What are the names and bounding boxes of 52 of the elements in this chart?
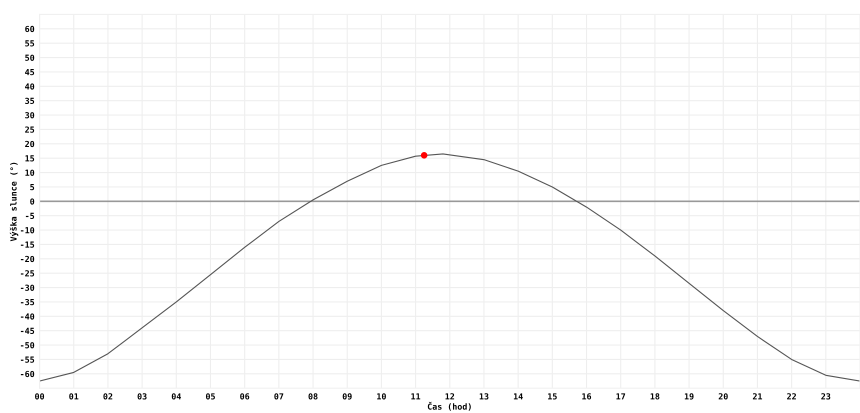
y-tick-label: 60 [25, 26, 34, 32]
y-tick-label: 40 [25, 83, 34, 90]
x-tick-label: 04 [172, 393, 181, 400]
x-tick-label: 11 [411, 393, 420, 400]
x-tick-label: 08 [308, 393, 318, 400]
x-tick-label: 20 [718, 393, 728, 400]
y-tick-label: -30 [20, 284, 34, 291]
y-tick-label: 50 [25, 54, 34, 61]
x-tick-label: 05 [206, 393, 215, 400]
y-tick-label: -20 [20, 256, 34, 262]
y-tick-label: 45 [25, 69, 34, 76]
y-tick-label: 15 [25, 155, 34, 162]
y-tick-label: 0 [30, 198, 34, 205]
x-tick-label: 16 [582, 393, 592, 400]
y-tick-label: -40 [20, 313, 34, 320]
y-tick-label: -25 [20, 270, 34, 276]
x-tick-label: 07 [274, 393, 284, 400]
x-tick-label: 19 [684, 393, 694, 400]
y-tick-label: -35 [20, 298, 34, 306]
y-tick-label: -10 [20, 227, 34, 234]
x-tick-label: 18 [650, 393, 660, 400]
y-tick-label: -60 [20, 370, 34, 378]
y-tick-label: 20 [25, 140, 34, 148]
x-tick-label: 21 [752, 393, 762, 400]
x-tick-label: 10 [377, 393, 386, 400]
x-tick-label: 15 [548, 393, 557, 400]
x-tick-label: 13 [480, 393, 488, 400]
x-tick-label: 01 [69, 393, 78, 400]
x-tick-label: 02 [103, 393, 112, 400]
y-tick-label: 10 [25, 170, 34, 176]
x-tick-label: 17 [616, 393, 626, 400]
y-tick-label: 55 [25, 40, 34, 46]
x-tick-label: 00 [35, 393, 44, 400]
y-tick-label: 5 [30, 184, 34, 190]
x-axis-title: Čas (hod) [428, 402, 471, 411]
y-tick-label: 35 [25, 98, 34, 104]
y-axis-title: Výška slunce (°) [10, 162, 18, 242]
y-tick-label: -5 [26, 212, 34, 219]
y-tick-label: -45 [20, 328, 34, 334]
y-tick-label: -15 [20, 242, 34, 248]
x-tick-label: 14 [514, 393, 523, 400]
x-tick-label: 09 [342, 393, 352, 400]
x-tick-label: 12 [446, 393, 454, 400]
y-tick-label: -50 [20, 342, 34, 348]
x-tick-label: 23 [821, 393, 830, 400]
x-tick-label: 22 [787, 393, 796, 400]
x-tick-label: 06 [240, 393, 250, 400]
line-series [40, 153, 860, 382]
y-tick-label: 30 [25, 112, 34, 118]
x-tick-label: 03 [138, 393, 147, 400]
y-tick-label: -55 [20, 356, 34, 363]
y-tick-label: 25 [25, 126, 34, 133]
